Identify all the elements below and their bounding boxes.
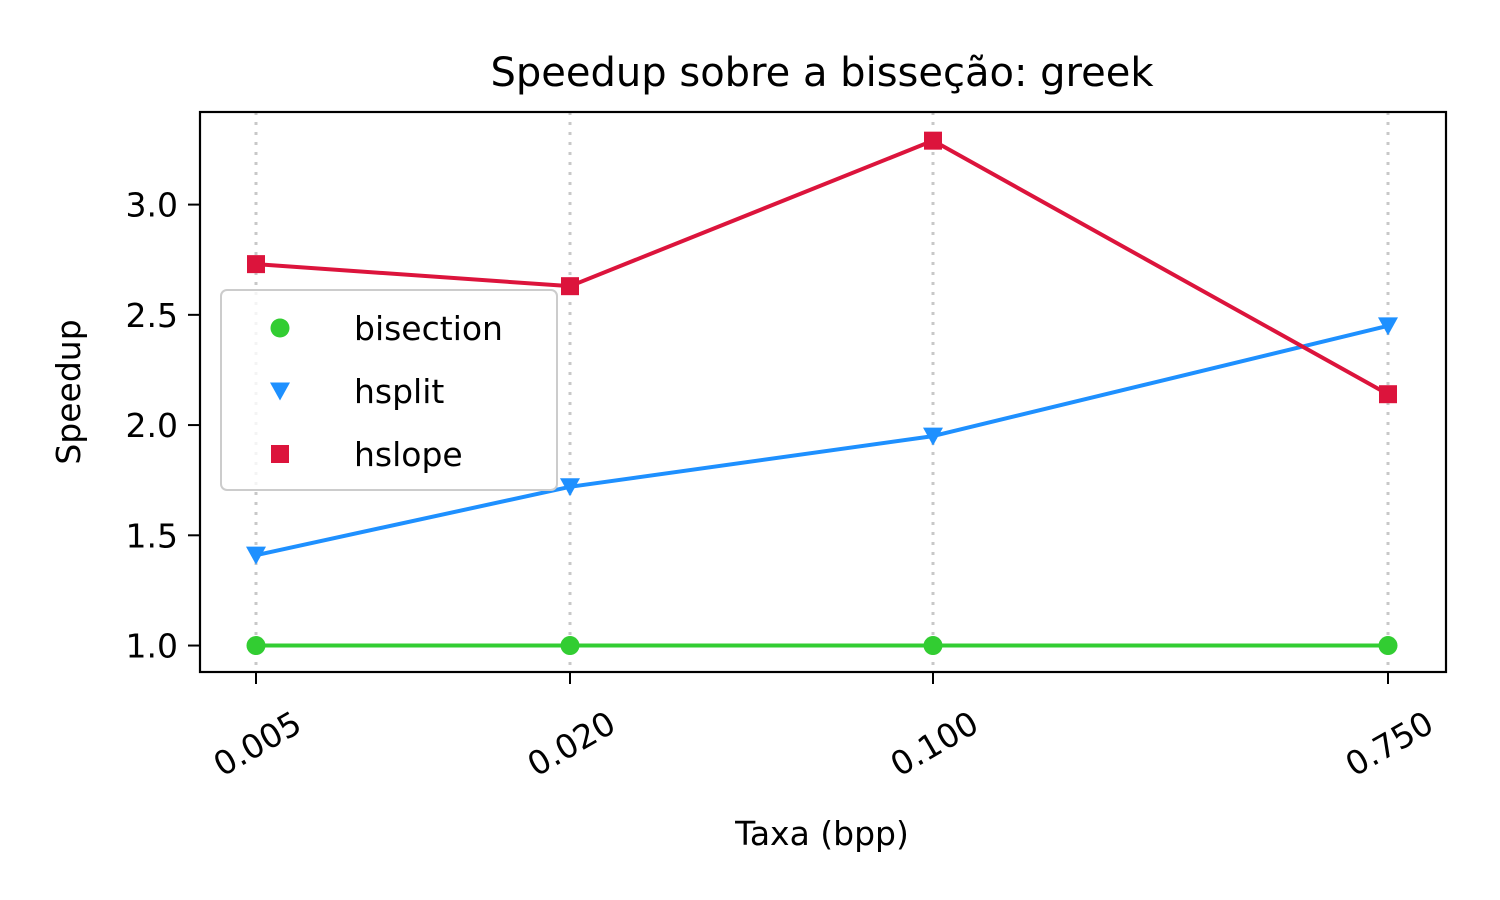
series-layer — [246, 131, 1398, 656]
data-point-bisection-1 — [560, 636, 580, 656]
x-axis-label: Taxa (bpp) — [734, 814, 909, 853]
y-axis-label: Speedup — [49, 319, 88, 464]
y-axis: 1.0 1.5 2.0 2.5 3.0 — [126, 186, 200, 666]
data-point-hslope-2 — [924, 131, 942, 150]
x-tick-label-2: 0.100 — [884, 703, 985, 784]
y-tick-label-3: 2.5 — [126, 296, 178, 335]
data-point-bisection-2 — [923, 636, 943, 656]
data-point-hsplit-3 — [1378, 317, 1398, 336]
y-tick-label-2: 2.0 — [126, 406, 178, 445]
y-tick-label-4: 3.0 — [126, 186, 178, 225]
data-point-hslope-0 — [247, 255, 265, 274]
legend-label-hsplit: hsplit — [354, 372, 444, 411]
legend-marker-hsplit — [270, 382, 290, 401]
series-line-hslope — [255, 138, 1389, 396]
plot-area-frame — [198, 110, 1448, 674]
series-hslope — [247, 131, 1397, 404]
legend-label-hslope: hslope — [354, 435, 463, 474]
x-tick-label-3: 0.750 — [1339, 703, 1440, 784]
y-tick-label-0: 1.0 — [126, 627, 178, 666]
chart-title: Speedup sobre a bisseção: greek — [491, 50, 1155, 96]
x-tick-label-0: 0.005 — [207, 703, 308, 784]
legend-box — [220, 289, 558, 491]
legend-marker-hslope — [271, 445, 289, 463]
legend-entries: bisection hsplit hslope — [270, 309, 503, 474]
y-tick-label-1: 1.5 — [126, 516, 178, 555]
data-point-bisection-0 — [246, 636, 266, 656]
data-point-hsplit-1 — [560, 478, 580, 497]
legend: bisection hsplit hslope — [220, 289, 558, 491]
data-point-hsplit-2 — [923, 427, 943, 446]
series-hsplit — [246, 317, 1398, 565]
x-axis: 0.005 0.020 0.100 0.750 — [207, 672, 1440, 784]
legend-label-bisection: bisection — [354, 309, 503, 348]
data-point-hslope-3 — [1379, 385, 1397, 404]
data-point-bisection-3 — [1378, 636, 1398, 656]
x-tick-label-1: 0.020 — [521, 703, 622, 784]
series-bisection — [246, 636, 1398, 656]
data-point-hsplit-0 — [246, 546, 266, 565]
legend-marker-bisection — [270, 318, 290, 338]
series-line-hsplit — [255, 323, 1389, 558]
data-point-hslope-1 — [561, 277, 579, 296]
